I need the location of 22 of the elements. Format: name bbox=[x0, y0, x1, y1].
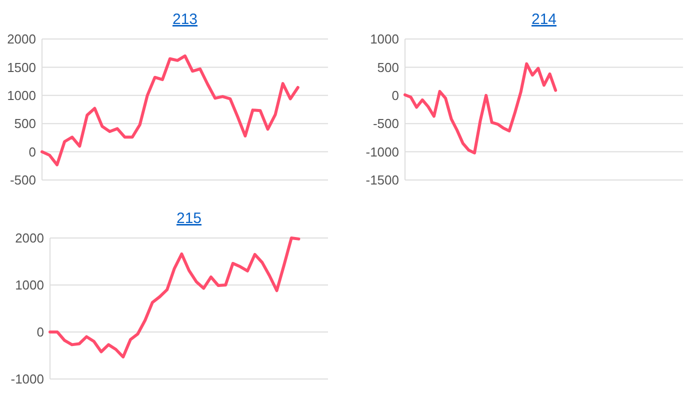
y-tick-label: 1000 bbox=[15, 278, 44, 293]
y-tick-label: -1000 bbox=[366, 144, 399, 160]
y-tick-label: 0 bbox=[392, 88, 399, 103]
y-tick-label: 500 bbox=[14, 116, 36, 132]
y-tick-label: -1000 bbox=[10, 372, 44, 387]
line-series bbox=[40, 54, 300, 166]
y-tick-label: -500 bbox=[372, 116, 399, 132]
chart-title: 213 bbox=[172, 11, 198, 28]
y-tick-label: 500 bbox=[377, 60, 399, 75]
line-series bbox=[48, 236, 300, 358]
y-tick-label: 2000 bbox=[7, 32, 36, 47]
y-tick-label: 1000 bbox=[370, 32, 399, 47]
chart-title: 214 bbox=[531, 11, 557, 28]
chart-title: 215 bbox=[176, 210, 202, 227]
y-tick-label: -500 bbox=[10, 172, 36, 188]
y-tick-label: 2000 bbox=[15, 230, 44, 246]
y-tick-label: 0 bbox=[36, 324, 44, 340]
y-tick-label: -1500 bbox=[366, 172, 399, 188]
y-tick-label: 1500 bbox=[7, 60, 36, 75]
line-series bbox=[404, 62, 558, 154]
y-tick-label: 1000 bbox=[7, 88, 36, 103]
y-tick-label: 0 bbox=[28, 144, 36, 160]
